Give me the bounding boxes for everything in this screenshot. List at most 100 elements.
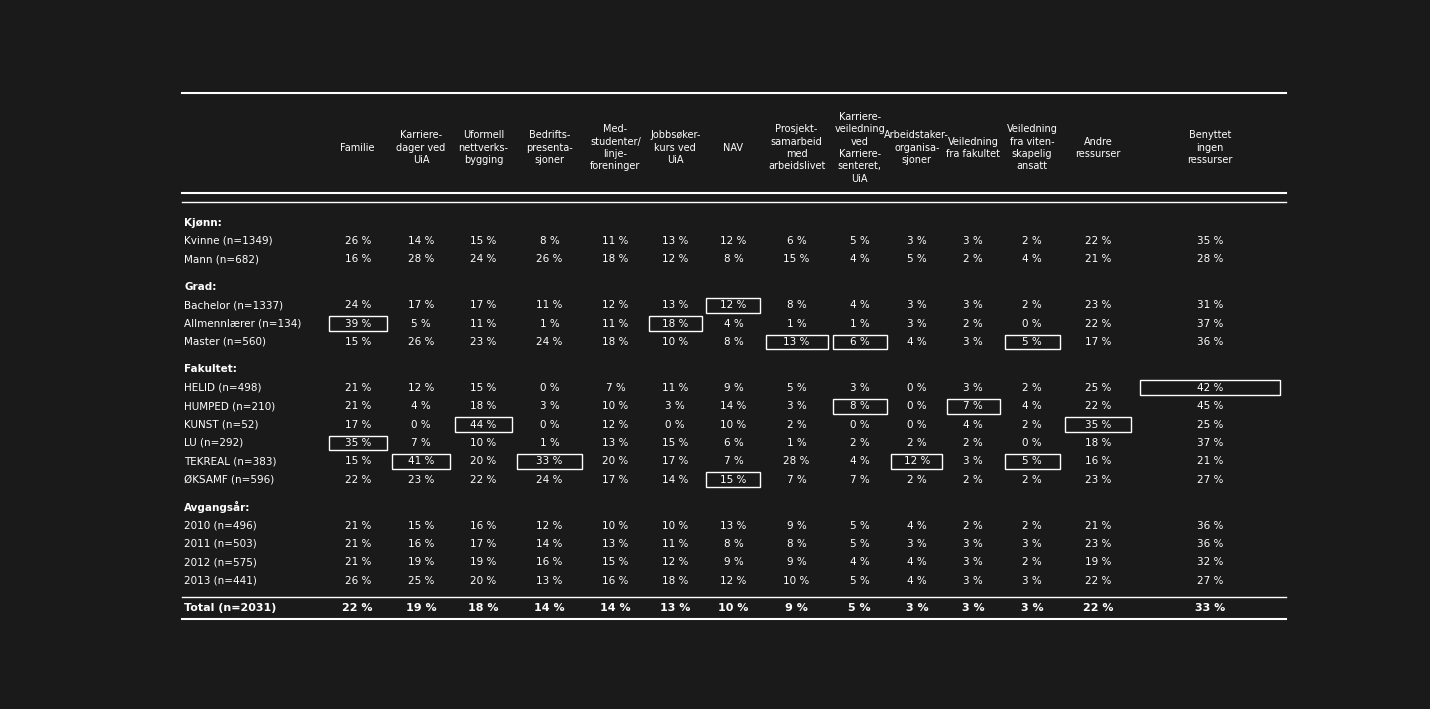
Text: Veiledning
fra fakultet: Veiledning fra fakultet	[947, 137, 1001, 159]
Text: Bedrifts-
presenta-
sjoner: Bedrifts- presenta- sjoner	[526, 130, 573, 165]
Text: 12 %: 12 %	[602, 300, 629, 311]
Text: 20 %: 20 %	[602, 457, 629, 467]
Text: 13 %: 13 %	[662, 300, 688, 311]
Text: Fakultet:: Fakultet:	[184, 364, 237, 374]
Text: 42 %: 42 %	[1197, 383, 1223, 393]
Text: Karriere-
veiledning
ved
Karriere-
senteret,
UiA: Karriere- veiledning ved Karriere- sente…	[834, 112, 885, 184]
Text: 3 %: 3 %	[964, 383, 984, 393]
Text: 12 %: 12 %	[602, 420, 629, 430]
Text: 17 %: 17 %	[1085, 337, 1111, 347]
Text: 15 %: 15 %	[408, 520, 435, 530]
Text: 21 %: 21 %	[1085, 520, 1111, 530]
Text: 18 %: 18 %	[662, 318, 688, 328]
Text: 13 %: 13 %	[784, 337, 809, 347]
Text: Jobbsøker-
kurs ved
UiA: Jobbsøker- kurs ved UiA	[651, 130, 701, 165]
Text: 9 %: 9 %	[724, 383, 744, 393]
Text: 23 %: 23 %	[1085, 474, 1111, 485]
Text: 18 %: 18 %	[602, 337, 629, 347]
Bar	[706, 298, 761, 313]
Text: 45 %: 45 %	[1197, 401, 1223, 411]
Text: Karriere-
dager ved
UiA: Karriere- dager ved UiA	[396, 130, 446, 165]
Text: 12 %: 12 %	[904, 457, 930, 467]
Text: 21 %: 21 %	[345, 557, 370, 567]
Text: 2012 (n=575): 2012 (n=575)	[184, 557, 257, 567]
Text: 16 %: 16 %	[470, 520, 496, 530]
Text: 14 %: 14 %	[662, 474, 688, 485]
Text: 5 %: 5 %	[907, 255, 927, 264]
Text: 14 %: 14 %	[721, 401, 746, 411]
Text: 9 %: 9 %	[787, 520, 807, 530]
Text: 24 %: 24 %	[536, 474, 562, 485]
Text: 24 %: 24 %	[470, 255, 496, 264]
Text: 26 %: 26 %	[345, 236, 370, 246]
Text: 18 %: 18 %	[468, 603, 499, 613]
Text: 8 %: 8 %	[724, 539, 744, 549]
Text: 15 %: 15 %	[662, 438, 688, 448]
Text: Bachelor (n=1337): Bachelor (n=1337)	[184, 300, 283, 311]
Text: 31 %: 31 %	[1197, 300, 1223, 311]
Text: 3 %: 3 %	[1022, 539, 1042, 549]
Text: 14 %: 14 %	[601, 603, 631, 613]
Text: Familie: Familie	[340, 143, 375, 153]
Text: 10 %: 10 %	[662, 520, 688, 530]
Bar	[329, 316, 386, 331]
Text: 4 %: 4 %	[724, 318, 744, 328]
Text: 2 %: 2 %	[964, 474, 984, 485]
Text: 0 %: 0 %	[849, 420, 869, 430]
Text: 10 %: 10 %	[602, 401, 629, 411]
Text: 39 %: 39 %	[345, 318, 370, 328]
Text: 2011 (n=503): 2011 (n=503)	[184, 539, 257, 549]
Text: 4 %: 4 %	[907, 520, 927, 530]
Text: 2010 (n=496): 2010 (n=496)	[184, 520, 257, 530]
Text: Total (n=2031): Total (n=2031)	[184, 603, 276, 613]
Text: 36 %: 36 %	[1197, 337, 1223, 347]
Text: 3 %: 3 %	[964, 539, 984, 549]
Text: 2 %: 2 %	[1022, 383, 1042, 393]
Text: 2 %: 2 %	[964, 318, 984, 328]
Text: 16 %: 16 %	[408, 539, 435, 549]
Text: 7 %: 7 %	[605, 383, 625, 393]
Text: 8 %: 8 %	[849, 401, 869, 411]
Text: 2 %: 2 %	[849, 438, 869, 448]
Text: 3 %: 3 %	[907, 236, 927, 246]
Text: 23 %: 23 %	[1085, 300, 1111, 311]
Text: 0 %: 0 %	[410, 420, 430, 430]
Text: 7 %: 7 %	[964, 401, 984, 411]
Text: 23 %: 23 %	[470, 337, 496, 347]
Bar	[518, 454, 582, 469]
Text: 3 %: 3 %	[1022, 576, 1042, 586]
Bar	[765, 335, 828, 350]
Text: 23 %: 23 %	[1085, 539, 1111, 549]
Text: 35 %: 35 %	[1085, 420, 1111, 430]
Text: 33 %: 33 %	[1195, 603, 1226, 613]
Text: 12 %: 12 %	[408, 383, 435, 393]
Text: 17 %: 17 %	[662, 457, 688, 467]
Text: 10 %: 10 %	[721, 420, 746, 430]
Bar	[329, 435, 386, 450]
Text: 17 %: 17 %	[470, 539, 496, 549]
Text: 12 %: 12 %	[721, 236, 746, 246]
Text: 2 %: 2 %	[964, 438, 984, 448]
Text: 6 %: 6 %	[724, 438, 744, 448]
Text: 21 %: 21 %	[345, 383, 370, 393]
Text: 5 %: 5 %	[849, 236, 869, 246]
Text: 35 %: 35 %	[1197, 236, 1223, 246]
Text: 8 %: 8 %	[787, 539, 807, 549]
Text: 16 %: 16 %	[602, 576, 629, 586]
Text: 3 %: 3 %	[539, 401, 559, 411]
Text: 36 %: 36 %	[1197, 520, 1223, 530]
Text: Med-
studenter/
linje-
foreninger: Med- studenter/ linje- foreninger	[591, 124, 641, 172]
Bar	[649, 316, 702, 331]
Text: 6 %: 6 %	[787, 236, 807, 246]
Text: 3 %: 3 %	[964, 236, 984, 246]
Text: 17 %: 17 %	[602, 474, 629, 485]
Text: 1 %: 1 %	[787, 318, 807, 328]
Text: 37 %: 37 %	[1197, 318, 1223, 328]
Text: 12 %: 12 %	[536, 520, 562, 530]
Text: 0 %: 0 %	[665, 420, 685, 430]
Text: 2013 (n=441): 2013 (n=441)	[184, 576, 257, 586]
Text: 41 %: 41 %	[408, 457, 435, 467]
Text: 5 %: 5 %	[848, 603, 871, 613]
Text: 18 %: 18 %	[602, 255, 629, 264]
Text: 19 %: 19 %	[408, 557, 435, 567]
